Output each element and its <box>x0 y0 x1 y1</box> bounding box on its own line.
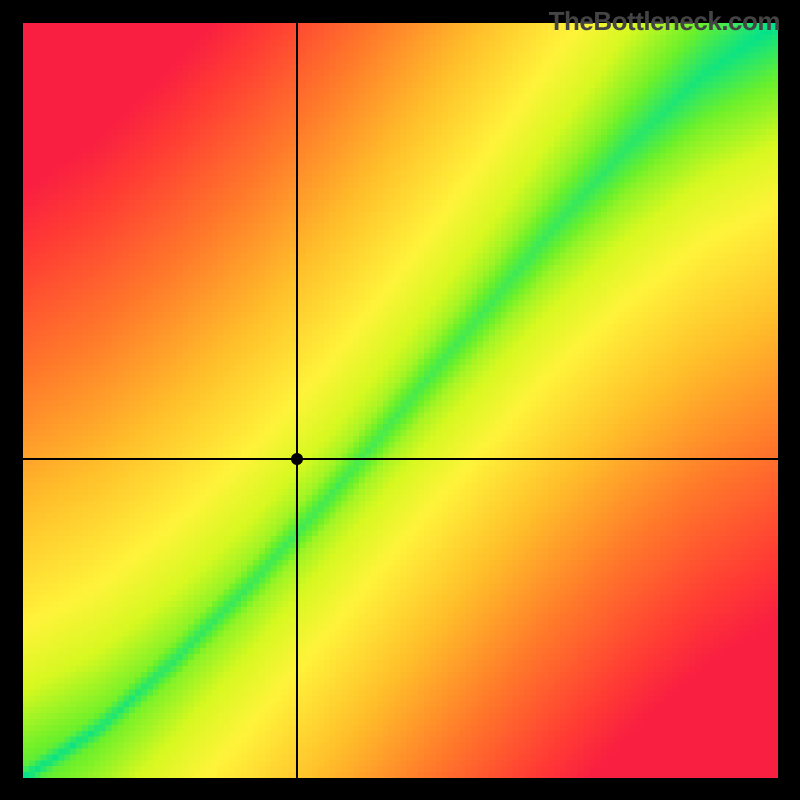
heatmap-plot <box>23 23 778 778</box>
crosshair-horizontal <box>23 458 778 460</box>
crosshair-vertical <box>296 23 298 778</box>
heatmap-canvas <box>23 23 778 778</box>
crosshair-marker <box>291 453 303 465</box>
watermark-text: TheBottleneck.com <box>549 6 780 37</box>
chart-container: TheBottleneck.com <box>0 0 800 800</box>
